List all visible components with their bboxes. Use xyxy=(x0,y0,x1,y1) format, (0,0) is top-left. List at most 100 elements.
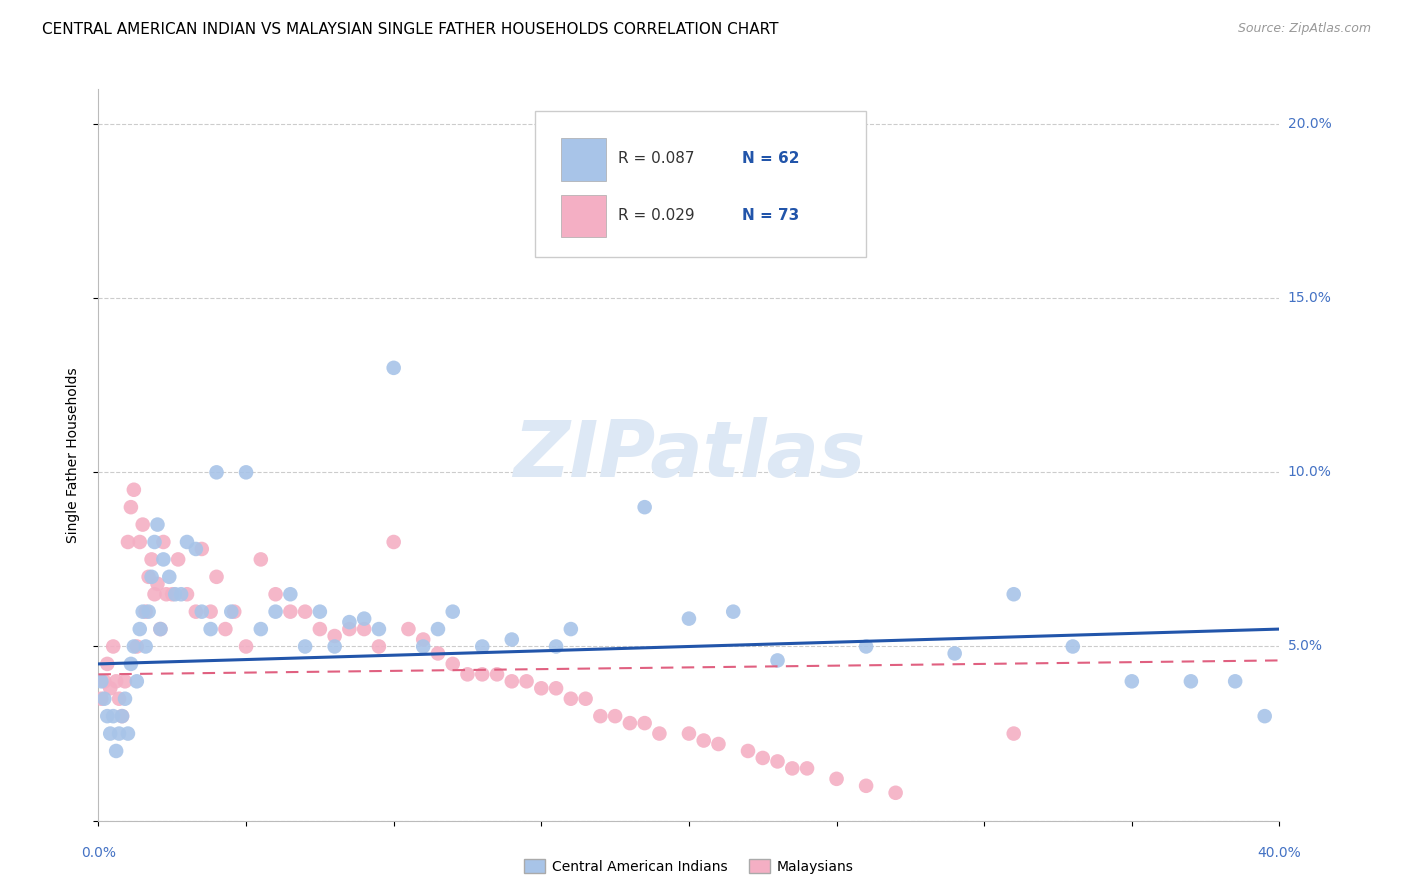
Point xyxy=(152,535,174,549)
Point xyxy=(90,674,112,689)
Point xyxy=(796,761,818,775)
Point xyxy=(501,674,523,689)
Point xyxy=(224,605,246,619)
Point xyxy=(1180,674,1202,689)
Point xyxy=(751,751,773,765)
Point xyxy=(132,605,155,619)
Legend: Central American Indians, Malaysians: Central American Indians, Malaysians xyxy=(519,854,859,880)
Bar xyxy=(561,194,606,237)
Point xyxy=(1121,674,1143,689)
Point xyxy=(128,622,150,636)
Point xyxy=(167,552,190,566)
Point xyxy=(108,726,131,740)
Point xyxy=(93,674,115,689)
Point xyxy=(132,517,155,532)
Text: N = 73: N = 73 xyxy=(742,208,800,222)
Point xyxy=(176,587,198,601)
Point xyxy=(544,640,567,654)
Point xyxy=(619,716,641,731)
Point xyxy=(441,657,464,671)
Point xyxy=(250,622,273,636)
Point xyxy=(135,605,157,619)
Text: 0.0%: 0.0% xyxy=(82,846,115,860)
Point xyxy=(294,640,316,654)
Point xyxy=(170,587,193,601)
Point xyxy=(530,681,553,696)
Text: 15.0%: 15.0% xyxy=(1288,291,1331,305)
Point xyxy=(143,587,166,601)
Text: ZIPatlas: ZIPatlas xyxy=(513,417,865,493)
Point xyxy=(396,622,419,636)
Point xyxy=(560,691,582,706)
Point xyxy=(176,535,198,549)
Point xyxy=(412,632,434,647)
Point xyxy=(633,716,655,731)
Point xyxy=(574,691,596,706)
Point xyxy=(678,612,700,626)
Point xyxy=(96,657,118,671)
Point xyxy=(235,640,257,654)
Point xyxy=(294,605,316,619)
Point xyxy=(515,674,537,689)
Point xyxy=(122,483,145,497)
Point xyxy=(544,681,567,696)
Point xyxy=(412,640,434,654)
Point xyxy=(427,622,450,636)
Point xyxy=(103,640,125,654)
Point xyxy=(589,709,612,723)
Point xyxy=(560,622,582,636)
Point xyxy=(648,726,671,740)
Point xyxy=(943,647,966,661)
Text: 40.0%: 40.0% xyxy=(1257,846,1302,860)
Point xyxy=(149,622,172,636)
Point xyxy=(191,541,214,556)
Point xyxy=(1254,709,1277,723)
Point xyxy=(184,541,207,556)
Text: 10.0%: 10.0% xyxy=(1288,466,1331,479)
Point xyxy=(125,674,148,689)
Point xyxy=(678,726,700,740)
Point xyxy=(96,709,118,723)
Point xyxy=(138,605,160,619)
Point xyxy=(235,466,257,480)
Point xyxy=(98,681,121,696)
Text: R = 0.087: R = 0.087 xyxy=(619,151,695,166)
Point xyxy=(456,667,478,681)
Point xyxy=(382,535,405,549)
Point xyxy=(114,674,136,689)
Point xyxy=(93,691,115,706)
Point xyxy=(605,709,627,723)
Point xyxy=(149,622,172,636)
Point xyxy=(250,552,273,566)
Point xyxy=(693,733,716,747)
FancyBboxPatch shape xyxy=(536,112,866,258)
Point xyxy=(353,612,375,626)
Point xyxy=(825,772,848,786)
Point xyxy=(141,552,163,566)
Point xyxy=(323,640,346,654)
Point xyxy=(98,726,121,740)
Point xyxy=(120,500,142,515)
Point xyxy=(501,632,523,647)
Point xyxy=(766,653,789,667)
Point xyxy=(707,737,730,751)
Point xyxy=(353,622,375,636)
Point xyxy=(205,466,228,480)
Point xyxy=(605,204,627,219)
Point xyxy=(105,744,128,758)
Point xyxy=(90,691,112,706)
Point xyxy=(855,640,877,654)
Y-axis label: Single Father Households: Single Father Households xyxy=(66,368,80,542)
Point xyxy=(111,709,134,723)
Point xyxy=(1223,674,1246,689)
Point xyxy=(143,535,166,549)
Text: 20.0%: 20.0% xyxy=(1288,117,1331,131)
Point xyxy=(721,605,744,619)
Point xyxy=(855,779,877,793)
Point xyxy=(737,744,759,758)
Point xyxy=(138,570,160,584)
Text: 5.0%: 5.0% xyxy=(1288,640,1323,654)
Text: N = 62: N = 62 xyxy=(742,151,800,166)
Point xyxy=(766,755,789,769)
Point xyxy=(125,640,148,654)
